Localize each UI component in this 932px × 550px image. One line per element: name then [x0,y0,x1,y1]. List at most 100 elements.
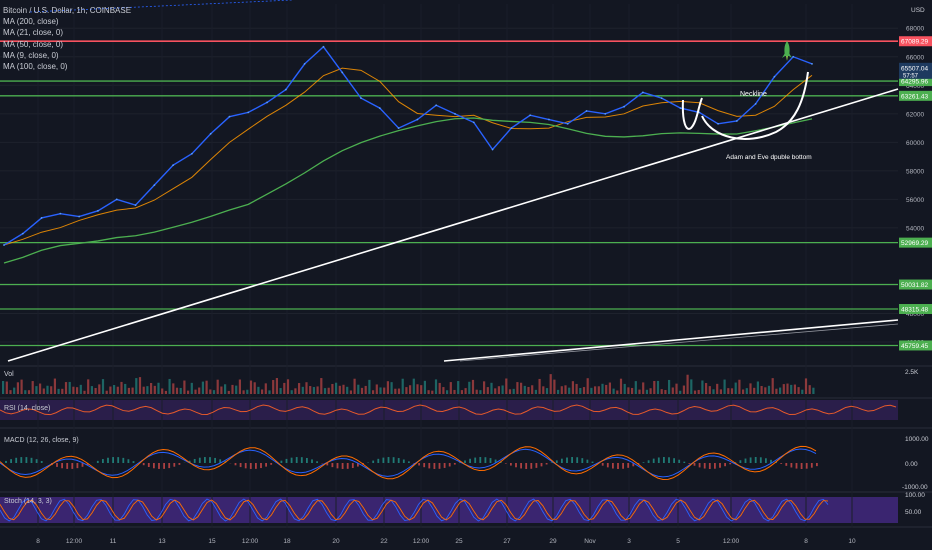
macd-histogram-bar [433,463,436,469]
chart-title: Bitcoin / U.S. Dollar, 1h, COINBASE [3,6,132,15]
volume-bar [627,387,630,394]
volume-bar [283,382,286,394]
volume-bar [68,381,71,394]
macd-histogram-bar [739,460,742,463]
volume-bar [712,389,715,394]
volume-bar [364,385,367,394]
volume-bar [642,382,645,394]
volume-bar [623,383,626,394]
macd-histogram-bar [382,457,385,463]
volume-bar [793,384,796,394]
macd-tick-neg1000: -1000.00 [902,484,928,491]
macd-histogram-bar [351,463,354,468]
volume-bar [753,387,756,394]
current-price-bg [899,62,932,79]
volume-bar [420,385,423,394]
volume-bar [549,374,552,394]
level-label-bg [899,237,932,248]
volume-bar [101,379,105,394]
macd-histogram-bar [112,457,114,463]
volume-bar [616,390,619,394]
price-point [397,127,400,129]
volume-bar [412,378,415,394]
macd-histogram-bar [234,463,237,466]
volume-bar [201,381,204,394]
x-tick-label: 12:00 [66,538,83,545]
volume-bar [708,386,711,394]
volume-bar [734,382,737,394]
rocket-icon [782,41,792,61]
macd-tick-1000: 1000.00 [905,436,929,443]
volume-bar [727,388,730,394]
macd-histogram-bar [469,458,471,463]
volume-bar [416,384,419,394]
price-point [266,101,268,104]
volume-bar [98,384,101,394]
volume-bar [427,390,430,394]
macd-histogram-bar [749,457,752,463]
level-label: 48315.48 [901,307,928,314]
macd-histogram-bar [754,457,757,463]
volume-bar [379,387,382,394]
volume-bar [501,385,504,394]
volume-bar [64,382,68,394]
macd-histogram-bar [780,463,783,464]
macd-histogram-bar [428,463,431,469]
macd-histogram-bar [153,463,155,469]
volume-bar [660,389,663,394]
macd-histogram-bar [606,463,609,468]
macd-histogram-bar [703,463,706,469]
volume-bar [327,387,330,394]
macd-histogram-bar [239,463,242,468]
price-point [378,107,381,110]
eve-curve [701,71,809,140]
volume-bar [531,385,534,394]
volume-bar [294,388,297,394]
volume-bar [238,379,241,394]
macd-histogram-bar [270,463,273,465]
volume-bar [331,383,334,394]
volume-bar [257,386,260,394]
volume-bar [483,381,486,394]
x-tick-label: 27 [503,538,511,545]
volume-bar [372,390,375,394]
macd-histogram-bar [683,461,686,463]
volume-bar [268,390,271,394]
volume-bar [383,387,386,394]
x-tick-label: 13 [158,538,166,545]
price-point [811,63,813,65]
x-tick-label: 12:00 [723,538,740,545]
macd-histogram-bar [357,463,359,467]
y-tick-label: 66000 [906,54,924,61]
volume-bar [346,386,349,394]
price-line [3,45,813,246]
volume-bar [494,388,497,394]
volume-bar [39,383,42,394]
volume-bar [76,387,79,394]
volume-bar [686,374,689,394]
macd-histogram-bar [464,460,466,463]
horizontal-levels [0,40,898,347]
macd-histogram-bar [331,463,334,468]
macd-histogram-bar [76,463,79,469]
macd-histogram-bar [571,457,573,463]
volume-tick: 2.5K [905,369,919,376]
volume-bar [656,380,660,394]
macd-histogram-bar [459,462,461,463]
stoch-tick-100: 100.00 [905,492,925,499]
volume-bar [342,384,345,394]
macd-histogram-bar [520,463,522,469]
price-point [660,97,663,100]
volume-bar [564,385,567,394]
volume-bar [497,386,500,394]
macd-histogram-bar [71,463,74,469]
volume-bar [597,386,600,394]
volume-bar [394,388,397,394]
macd-histogram-bar [601,463,604,466]
volume-bar [675,383,678,394]
price-point [416,118,419,121]
y-tick-label: 54000 [906,225,924,232]
volume-bar [194,389,197,394]
level-label-bg [899,340,932,351]
